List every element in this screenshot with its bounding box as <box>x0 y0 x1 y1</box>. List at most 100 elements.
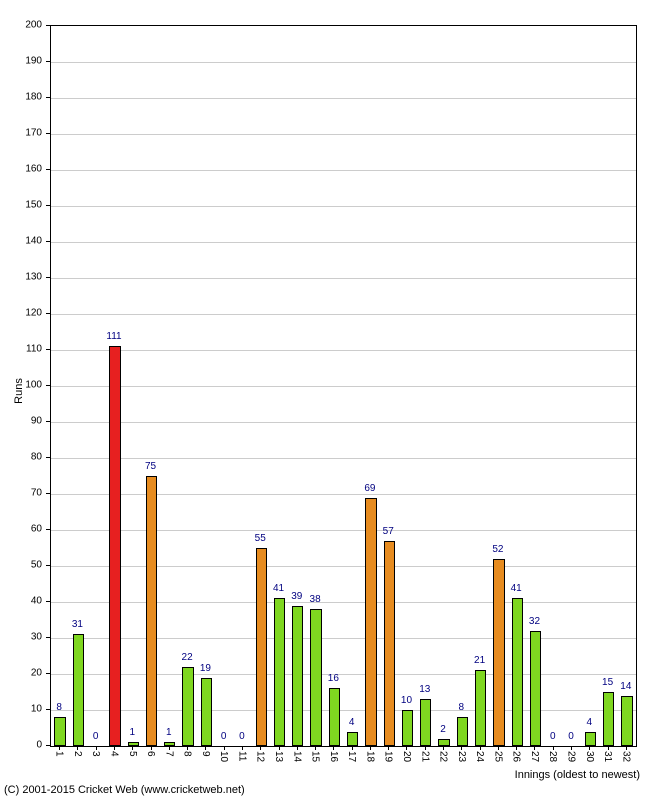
bar <box>512 598 523 746</box>
x-tick-label: 19 <box>383 751 394 762</box>
y-tick-label: 140 <box>0 236 42 247</box>
x-tick-mark <box>480 746 481 750</box>
x-tick-label: 3 <box>90 751 101 757</box>
x-tick-label: 15 <box>310 751 321 762</box>
bar <box>182 667 193 746</box>
gridline <box>51 566 636 567</box>
y-tick-label: 180 <box>0 92 42 103</box>
x-tick-mark <box>114 746 115 750</box>
bar-value-label: 57 <box>383 526 394 537</box>
gridline <box>51 530 636 531</box>
y-tick-label: 190 <box>0 56 42 67</box>
bar <box>274 598 285 746</box>
bar-value-label: 0 <box>239 731 245 742</box>
x-tick-mark <box>315 746 316 750</box>
x-tick-mark <box>388 746 389 750</box>
y-tick-mark <box>46 457 50 458</box>
bar-value-label: 75 <box>145 461 156 472</box>
bar-value-label: 21 <box>474 655 485 666</box>
gridline <box>51 638 636 639</box>
x-tick-label: 20 <box>401 751 412 762</box>
x-tick-mark <box>242 746 243 750</box>
x-tick-label: 24 <box>474 751 485 762</box>
bar-value-label: 38 <box>310 594 321 605</box>
y-tick-mark <box>46 349 50 350</box>
x-tick-mark <box>205 746 206 750</box>
y-tick-mark <box>46 385 50 386</box>
bar-value-label: 1 <box>166 727 172 738</box>
y-tick-label: 170 <box>0 128 42 139</box>
bar-value-label: 31 <box>72 619 83 630</box>
y-tick-label: 0 <box>0 740 42 751</box>
bar <box>457 717 468 746</box>
bar-value-label: 1 <box>129 727 135 738</box>
y-tick-mark <box>46 97 50 98</box>
bar <box>585 732 596 746</box>
y-tick-label: 110 <box>0 344 42 355</box>
bar-value-label: 69 <box>364 483 375 494</box>
bar <box>201 678 212 746</box>
bar-value-label: 41 <box>511 583 522 594</box>
x-tick-mark <box>260 746 261 750</box>
x-tick-mark <box>96 746 97 750</box>
bar-value-label: 8 <box>459 702 465 713</box>
gridline <box>51 350 636 351</box>
bar <box>310 609 321 746</box>
x-tick-mark <box>77 746 78 750</box>
bar-value-label: 4 <box>349 717 355 728</box>
bar <box>329 688 340 746</box>
bar <box>603 692 614 746</box>
y-tick-label: 40 <box>0 596 42 607</box>
x-tick-mark <box>626 746 627 750</box>
x-tick-mark <box>534 746 535 750</box>
x-tick-label: 5 <box>127 751 138 757</box>
bar <box>146 476 157 746</box>
x-tick-label: 18 <box>364 751 375 762</box>
gridline <box>51 674 636 675</box>
x-tick-mark <box>352 746 353 750</box>
bar-value-label: 0 <box>221 731 227 742</box>
gridline <box>51 62 636 63</box>
chart-container: Runs Innings (oldest to newest) (C) 2001… <box>0 0 650 800</box>
y-tick-label: 70 <box>0 488 42 499</box>
bar-value-label: 14 <box>620 681 631 692</box>
copyright-text: (C) 2001-2015 Cricket Web (www.cricketwe… <box>4 784 245 796</box>
y-tick-label: 80 <box>0 452 42 463</box>
y-tick-mark <box>46 673 50 674</box>
x-tick-mark <box>516 746 517 750</box>
y-tick-mark <box>46 421 50 422</box>
bar-value-label: 0 <box>550 731 556 742</box>
x-tick-label: 21 <box>419 751 430 762</box>
x-tick-label: 10 <box>218 751 229 762</box>
x-tick-label: 22 <box>438 751 449 762</box>
bar-value-label: 8 <box>56 702 62 713</box>
x-tick-mark <box>589 746 590 750</box>
bar-value-label: 52 <box>492 544 503 555</box>
x-tick-label: 7 <box>163 751 174 757</box>
bar <box>54 717 65 746</box>
x-tick-mark <box>187 746 188 750</box>
y-tick-mark <box>46 61 50 62</box>
x-tick-mark <box>333 746 334 750</box>
x-tick-label: 26 <box>511 751 522 762</box>
y-tick-mark <box>46 169 50 170</box>
bar-value-label: 111 <box>106 331 121 342</box>
bar-value-label: 16 <box>328 673 339 684</box>
x-tick-mark <box>425 746 426 750</box>
y-tick-mark <box>46 313 50 314</box>
y-tick-mark <box>46 25 50 26</box>
x-tick-label: 32 <box>620 751 631 762</box>
bar <box>384 541 395 746</box>
gridline <box>51 314 636 315</box>
y-tick-label: 50 <box>0 560 42 571</box>
x-tick-label: 29 <box>566 751 577 762</box>
y-tick-label: 200 <box>0 20 42 31</box>
y-tick-label: 100 <box>0 380 42 391</box>
x-tick-label: 16 <box>328 751 339 762</box>
y-tick-mark <box>46 745 50 746</box>
bar <box>347 732 358 746</box>
bar <box>256 548 267 746</box>
x-axis-label: Innings (oldest to newest) <box>515 769 640 781</box>
bar-value-label: 2 <box>440 724 446 735</box>
bar-value-label: 39 <box>291 591 302 602</box>
